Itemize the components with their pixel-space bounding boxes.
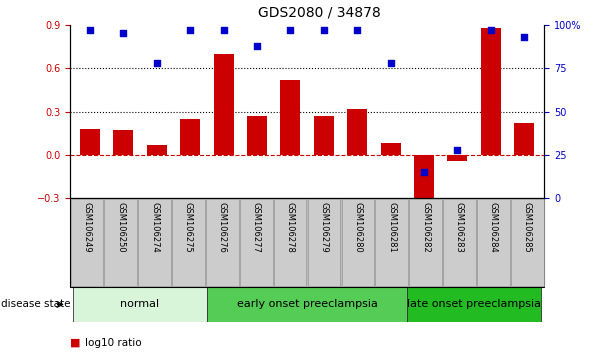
- Bar: [314, 116, 334, 155]
- Point: [85, 27, 95, 33]
- Text: GSM106249: GSM106249: [82, 202, 91, 252]
- Bar: [247, 116, 267, 155]
- Text: late onset preeclampsia: late onset preeclampsia: [407, 299, 541, 309]
- Text: early onset preeclampsia: early onset preeclampsia: [237, 299, 378, 309]
- Bar: [80, 129, 100, 155]
- Point: [352, 27, 362, 33]
- Text: GSM106279: GSM106279: [319, 202, 328, 252]
- Point: [152, 60, 162, 66]
- Bar: [180, 119, 200, 155]
- Bar: [514, 123, 534, 155]
- Bar: [481, 28, 501, 155]
- Text: GSM106275: GSM106275: [184, 202, 193, 252]
- Point: [452, 147, 462, 153]
- Point: [185, 27, 195, 33]
- Bar: [113, 130, 133, 155]
- Text: GSM106282: GSM106282: [421, 202, 430, 252]
- Bar: [147, 145, 167, 155]
- Point: [219, 27, 229, 33]
- Text: GSM106250: GSM106250: [116, 202, 125, 252]
- Bar: [414, 155, 434, 210]
- Bar: [347, 109, 367, 155]
- Text: GSM106278: GSM106278: [286, 202, 295, 253]
- Bar: [381, 143, 401, 155]
- Bar: [447, 155, 468, 161]
- Text: GSM106284: GSM106284: [489, 202, 498, 252]
- Bar: [207, 287, 407, 322]
- Text: normal: normal: [120, 299, 160, 309]
- Point: [286, 27, 295, 33]
- Text: GSM106283: GSM106283: [455, 202, 464, 253]
- Bar: [73, 287, 207, 322]
- Text: GSM106276: GSM106276: [218, 202, 227, 253]
- Text: GDS2080 / 34878: GDS2080 / 34878: [258, 5, 381, 19]
- Point: [385, 60, 395, 66]
- Point: [419, 170, 429, 175]
- Point: [486, 27, 496, 33]
- Text: GSM106280: GSM106280: [353, 202, 362, 252]
- Text: GSM106281: GSM106281: [387, 202, 396, 252]
- Text: disease state: disease state: [1, 299, 71, 309]
- Text: log10 ratio: log10 ratio: [85, 338, 142, 348]
- Point: [252, 43, 262, 48]
- Bar: [407, 287, 541, 322]
- Bar: [280, 80, 300, 155]
- Bar: [213, 54, 233, 155]
- Point: [519, 34, 529, 40]
- Text: GSM106277: GSM106277: [252, 202, 261, 253]
- Text: ■: ■: [70, 338, 80, 348]
- Point: [319, 27, 328, 33]
- Point: [119, 30, 128, 36]
- Text: GSM106274: GSM106274: [150, 202, 159, 252]
- Text: GSM106285: GSM106285: [523, 202, 532, 252]
